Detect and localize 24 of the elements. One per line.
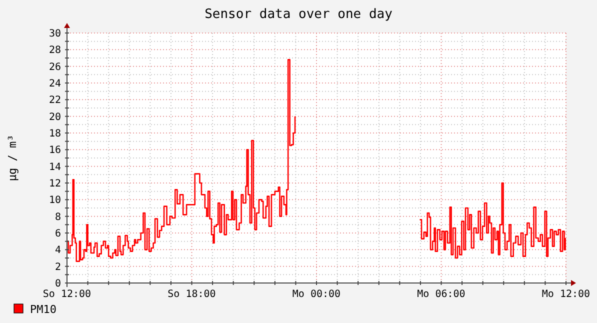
x-tick-label: So 18:00 (168, 289, 216, 300)
y-tick-label: 20 (48, 112, 61, 123)
y-tick-label: 6 (54, 228, 61, 240)
y-tick-label: 26 (48, 62, 61, 73)
y-tick-label: 14 (48, 162, 61, 173)
y-tick-label: 24 (48, 78, 61, 90)
y-tick-label: 30 (48, 28, 61, 40)
y-tick-label: 22 (48, 95, 61, 106)
y-tick-label: 4 (54, 245, 61, 256)
y-tick-label: 12 (48, 178, 61, 190)
legend-label: PM10 (30, 303, 56, 316)
y-tick-label: 0 (54, 278, 61, 290)
y-tick-label: 10 (48, 195, 61, 206)
y-axis-title: µg / m³ (6, 134, 19, 182)
y-tick-label: 16 (48, 145, 61, 156)
y-tick-label: 18 (48, 128, 61, 140)
x-tick-label: Mo 12:00 (542, 289, 590, 300)
x-tick-label: Mo 00:00 (292, 289, 341, 300)
x-tick-label: So 12:00 (42, 289, 92, 300)
y-tick-label: 28 (48, 45, 61, 56)
y-tick-label: 8 (54, 212, 61, 223)
x-tick-label: Mo 06:00 (417, 289, 466, 300)
chart-title: Sensor data over one day (204, 7, 393, 22)
y-tick-label: 2 (54, 262, 61, 273)
